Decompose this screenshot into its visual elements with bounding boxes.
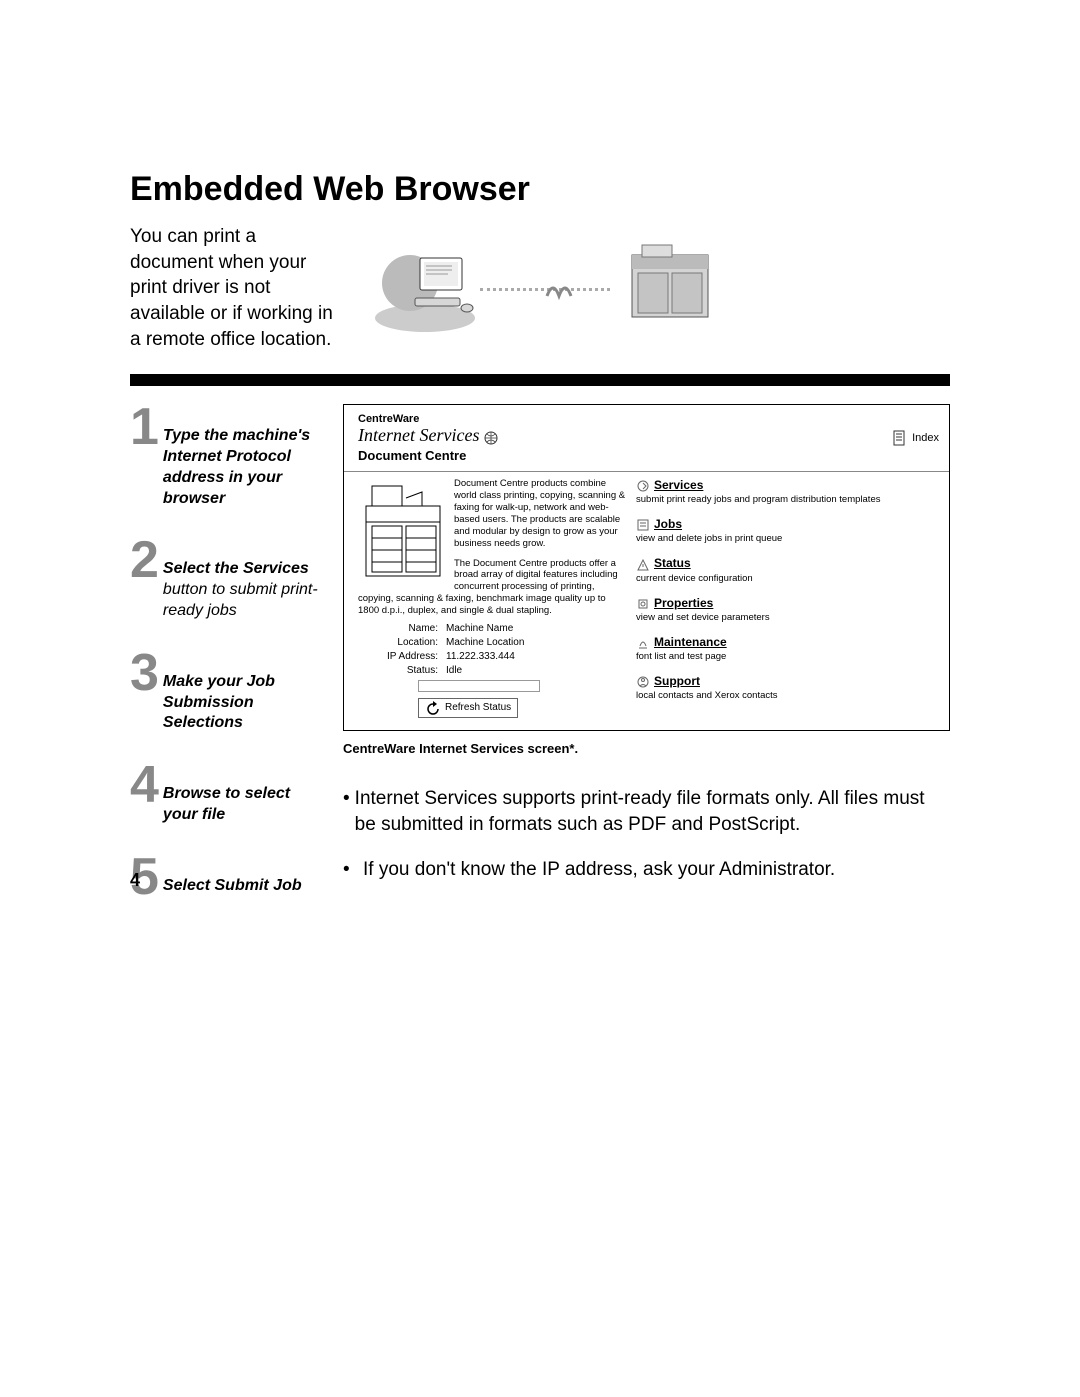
link-title: Maintenance — [654, 635, 727, 649]
refresh-label: Refresh Status — [445, 702, 511, 713]
page-number: 4 — [130, 870, 140, 891]
link-icon — [636, 675, 650, 689]
step-4: 4Browse to select your file — [130, 762, 325, 826]
index-link[interactable]: Index — [892, 430, 939, 446]
intro-text: You can print a document when your print… — [130, 224, 340, 352]
bullet-text: If you don't know the IP address, ask yo… — [363, 857, 835, 883]
step-number: 2 — [130, 537, 159, 584]
links-column: Services submit print ready jobs and prog… — [636, 478, 939, 718]
info-key: IP Address: — [358, 651, 446, 662]
brand-italic: Internet Services — [358, 425, 479, 445]
info-value: Machine Name — [446, 623, 628, 634]
globe-icon — [483, 430, 499, 446]
link-title: Properties — [654, 596, 713, 610]
link-icon — [636, 518, 650, 532]
nav-link-services[interactable]: Services submit print ready jobs and prog… — [636, 478, 939, 505]
link-subtitle: current device configuration — [636, 573, 939, 584]
status-bar — [418, 680, 540, 692]
link-subtitle: view and delete jobs in print queue — [636, 533, 939, 544]
intro-illustration — [370, 243, 720, 333]
link-title: Jobs — [654, 517, 682, 531]
link-icon — [636, 636, 650, 650]
step-number: 3 — [130, 650, 159, 697]
wave-icon — [545, 278, 575, 300]
nav-link-jobs[interactable]: Jobs view and delete jobs in print queue — [636, 517, 939, 544]
printer-lineart-icon — [358, 478, 448, 588]
steps-column: 1Type the machine's Internet Protocol ad… — [130, 404, 325, 928]
step-text: Browse to select your file — [163, 762, 325, 826]
index-icon — [892, 430, 906, 446]
step-text: Make your Job Submission Selections — [163, 650, 325, 734]
step-text: Type the machine's Internet Protocol add… — [163, 404, 325, 509]
link-icon — [636, 479, 650, 493]
step-2: 2Select the Services button to submit pr… — [130, 537, 325, 621]
link-icon — [636, 558, 650, 572]
link-subtitle: submit print ready jobs and program dist… — [636, 494, 939, 505]
info-value: 11.222.333.444 — [446, 651, 628, 662]
page-title: Embedded Web Browser — [130, 170, 950, 209]
step-number: 1 — [130, 404, 159, 451]
index-label: Index — [912, 432, 939, 444]
step-3: 3Make your Job Submission Selections — [130, 650, 325, 734]
step-5: 5Select Submit Job — [130, 854, 325, 901]
right-column: CentreWare Internet Services Index Docum… — [343, 404, 950, 928]
step-text: Select the Services button to submit pri… — [163, 537, 325, 621]
info-row: Location:Machine Location — [358, 637, 628, 648]
brand-small: CentreWare — [358, 413, 499, 425]
info-key: Status: — [358, 665, 446, 676]
info-key: Name: — [358, 623, 446, 634]
info-key: Location: — [358, 637, 446, 648]
screenshot-caption: CentreWare Internet Services screen*. — [343, 741, 950, 756]
bullet-item: •If you don't know the IP address, ask y… — [343, 857, 950, 883]
info-row: Status:Idle — [358, 665, 628, 676]
nav-link-status[interactable]: Status current device configuration — [636, 556, 939, 583]
nav-link-support[interactable]: Support local contacts and Xerox contacts — [636, 674, 939, 701]
bullet-text: Internet Services supports print-ready f… — [355, 786, 950, 837]
link-title: Support — [654, 674, 700, 688]
refresh-icon — [425, 701, 441, 715]
link-subtitle: font list and test page — [636, 651, 939, 662]
screenshot-subhead: Document Centre — [344, 448, 949, 472]
link-title: Services — [654, 478, 703, 492]
centreware-screenshot: CentreWare Internet Services Index Docum… — [343, 404, 950, 731]
pc-icon — [370, 243, 480, 333]
brand-block: CentreWare Internet Services — [358, 413, 499, 446]
link-icon — [636, 597, 650, 611]
bullet-marker: • — [343, 786, 355, 837]
intro-row: You can print a document when your print… — [130, 224, 950, 352]
link-title: Status — [654, 556, 691, 570]
link-subtitle: view and set device parameters — [636, 612, 939, 623]
bullet-marker: • — [343, 857, 363, 883]
step-1: 1Type the machine's Internet Protocol ad… — [130, 404, 325, 509]
step-text: Select Submit Job — [163, 854, 302, 897]
info-value: Machine Location — [446, 637, 628, 648]
bullet-item: •Internet Services supports print-ready … — [343, 786, 950, 837]
info-row: IP Address:11.222.333.444 — [358, 651, 628, 662]
divider-bar — [130, 374, 950, 386]
step-number: 4 — [130, 762, 159, 809]
nav-link-properties[interactable]: Properties view and set device parameters — [636, 596, 939, 623]
machine-info-table: Name:Machine NameLocation:Machine Locati… — [358, 623, 628, 676]
bullet-list: •Internet Services supports print-ready … — [343, 786, 950, 883]
link-subtitle: local contacts and Xerox contacts — [636, 690, 939, 701]
refresh-status-button[interactable]: Refresh Status — [418, 698, 518, 718]
info-row: Name:Machine Name — [358, 623, 628, 634]
printer-icon — [620, 243, 720, 333]
nav-link-maintenance[interactable]: Maintenance font list and test page — [636, 635, 939, 662]
info-value: Idle — [446, 665, 628, 676]
